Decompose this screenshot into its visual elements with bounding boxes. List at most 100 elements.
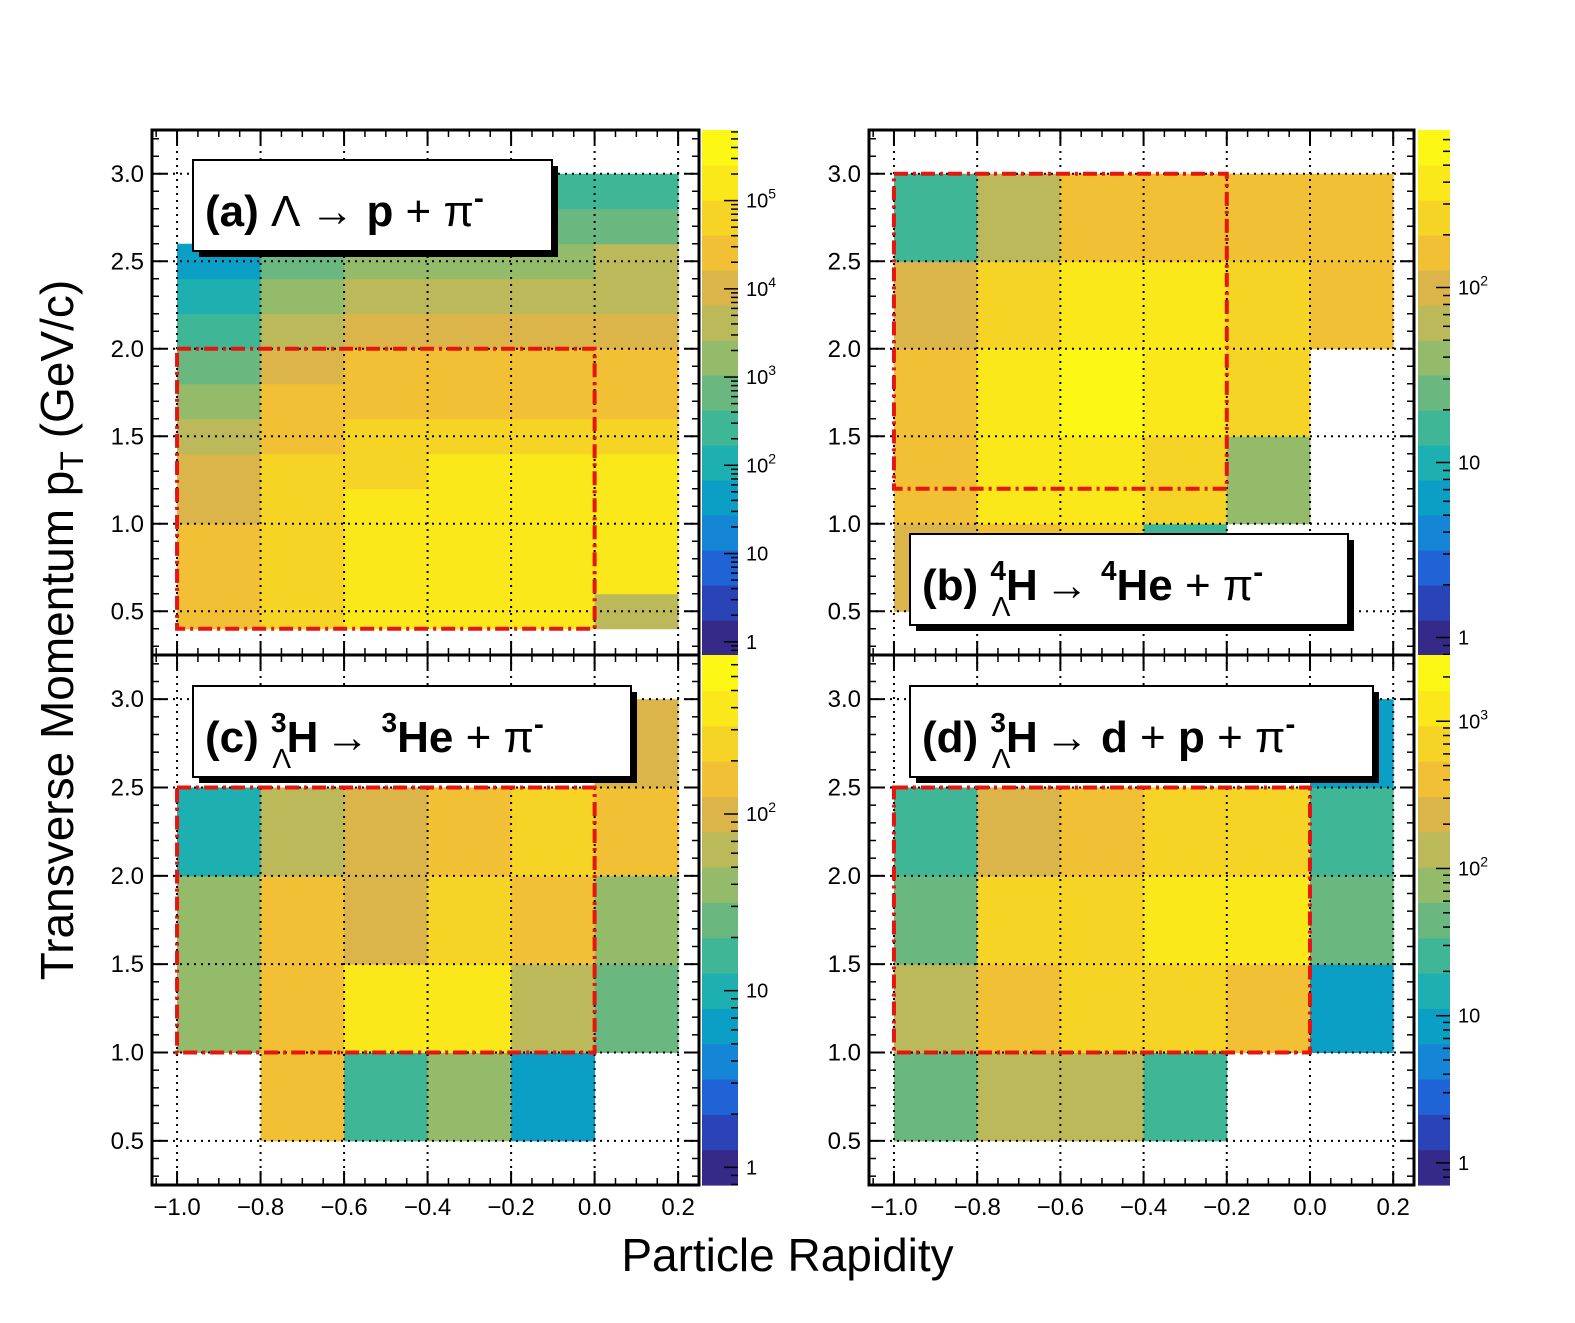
- heatmap-cell: [893, 348, 978, 437]
- y-axis-label-sub: T: [54, 451, 91, 471]
- space: [978, 713, 990, 762]
- heatmap-cell: [1060, 261, 1145, 350]
- colorbar-tick-label: 102: [1458, 853, 1488, 880]
- colorbar-segment: [1418, 831, 1450, 868]
- heatmap-cell: [177, 278, 262, 315]
- colorbar-tick-exponent: 5: [768, 186, 776, 202]
- y-tick-label: 3.0: [111, 686, 144, 713]
- x-tick-label: −0.4: [1120, 1194, 1167, 1221]
- heatmap-cell: [977, 1052, 1061, 1142]
- heatmap-cell: [511, 593, 596, 630]
- heatmap-cell: [1060, 875, 1145, 965]
- panel-label: (d) 3HΛ → d + p + π-: [922, 707, 1295, 774]
- colorbar-tick-exponent: 2: [768, 799, 776, 815]
- heatmap-cell: [1309, 875, 1394, 965]
- heatmap-cell: [594, 523, 679, 560]
- acceptance-region-box: [891, 785, 1312, 1055]
- panel-a: 1 10 102 103 104 105 (a) Λ → p + π-: [150, 128, 776, 657]
- heatmap-cell: [511, 787, 596, 877]
- panel-tag: (a): [205, 187, 259, 236]
- mass-number: 3: [271, 707, 287, 738]
- y-tick-label: 1.5: [828, 423, 861, 450]
- heatmap-cell: [1060, 173, 1145, 262]
- heatmap-cell: [893, 173, 978, 262]
- colorbar-tick-exponent: 3: [1480, 706, 1488, 722]
- parent-particle: Λ: [271, 187, 310, 236]
- parent-particle: H: [287, 713, 319, 762]
- heatmap-cell: [1143, 261, 1228, 350]
- colorbar-segment: [1418, 1079, 1450, 1115]
- heatmap-cell: [177, 488, 262, 525]
- heatmap-cell: [511, 488, 596, 525]
- y-tick-label: 2.5: [828, 248, 861, 275]
- heatmap-cell: [260, 523, 345, 560]
- heatmap-cell: [594, 313, 679, 350]
- heatmap-cell: [260, 875, 345, 965]
- heatmap-cell: [594, 964, 679, 1053]
- heatmap-cell: [177, 875, 262, 965]
- colorbar-tick-exponent: 2: [1480, 853, 1488, 869]
- colorbar-segment: [1418, 1114, 1450, 1151]
- heatmap-cell: [1143, 875, 1228, 965]
- heatmap-cell: [177, 523, 262, 560]
- x-tick-label: −0.6: [1037, 1194, 1084, 1221]
- y-tick-labels: 0.5 1.0 1.5 2.0 2.5 3.0 0.5 1.0 1.5 2.0 2.5 3.0 0.5 1…: [111, 161, 861, 1155]
- heatmap-cell: [1060, 964, 1145, 1053]
- colorbar-segment: [702, 725, 738, 762]
- heatmap-cell: [511, 383, 596, 420]
- heatmap-cell: [427, 278, 512, 315]
- y-tick-label: 2.0: [111, 863, 144, 890]
- colorbar-segment: [1418, 200, 1450, 236]
- daughter-particle: p: [366, 187, 393, 236]
- heatmap-cell: [594, 875, 679, 965]
- colorbar-segment: [702, 902, 738, 939]
- heatmap-cell: [1143, 173, 1228, 262]
- colorbar-segment: [1418, 937, 1450, 974]
- x-axis-label: Particle Rapidity: [621, 1229, 954, 1281]
- colorbar-segment: [1418, 902, 1450, 939]
- daughter-particle: d: [1101, 713, 1128, 762]
- colorbar-tick-label: 102: [1458, 273, 1488, 300]
- plus-sign: +: [1205, 713, 1255, 762]
- heatmap-cell: [511, 313, 596, 350]
- y-tick-label: 3.0: [828, 161, 861, 188]
- heatmap-cell: [427, 964, 512, 1053]
- acceptance-region-box: [891, 171, 1229, 491]
- heatmap-cell: [177, 453, 262, 490]
- colorbar-segment: [702, 410, 738, 446]
- colorbar-tick-label: 1: [746, 1157, 757, 1179]
- plus-sign: +: [1128, 713, 1178, 762]
- y-tick-label: 3.0: [111, 161, 144, 188]
- heatmap-cell: [594, 383, 679, 420]
- x-tick-label: −1.0: [870, 1194, 917, 1221]
- heatmap-cell: [893, 875, 978, 965]
- colorbar-segment: [702, 270, 738, 306]
- heatmap-cell: [427, 383, 512, 420]
- heatmap-cell: [177, 418, 262, 455]
- y-tick-label: 1.5: [828, 951, 861, 978]
- colorbar-segment: [1418, 690, 1450, 727]
- y-axis-label-unit: (GeV/c): [31, 279, 83, 439]
- heatmap-cell: [977, 173, 1061, 262]
- heatmap-cell: [427, 418, 512, 455]
- heatmap-cell: [177, 383, 262, 420]
- heatmap-cell: [511, 348, 596, 385]
- y-tick-label: 2.0: [828, 863, 861, 890]
- y-tick-label: 3.0: [828, 686, 861, 713]
- colorbar-segment: [702, 445, 738, 481]
- heatmap-cell: [427, 1052, 512, 1142]
- colorbar-tick-label: 10: [1458, 453, 1480, 475]
- colorbar-tick-label: 102: [746, 799, 776, 826]
- y-tick-label: 1.0: [111, 511, 144, 538]
- heatmap-cell: [977, 261, 1061, 350]
- heatmap-cell: [344, 558, 429, 595]
- heatmap-cell: [1060, 1052, 1145, 1142]
- panel-tag: (d): [922, 713, 978, 762]
- heatmap-cell: [1060, 436, 1145, 525]
- y-tick-label: 0.5: [828, 1128, 861, 1155]
- colorbar-segment: [702, 831, 738, 868]
- y-axis-label-main: Transverse Momentum p: [31, 470, 83, 981]
- colorbar-tick-label: 10: [746, 981, 768, 1003]
- heatmap-cell: [1143, 787, 1228, 877]
- daughter-particle: p: [1178, 713, 1205, 762]
